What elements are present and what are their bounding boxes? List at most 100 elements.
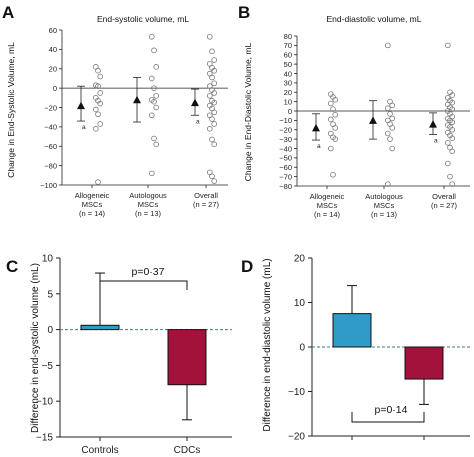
data-point <box>327 116 334 123</box>
panel-c: C Difference in end-systolic volume (mL)… <box>6 254 232 456</box>
data-point <box>330 106 336 112</box>
y-tick-label: 5 <box>47 289 53 300</box>
data-point <box>384 130 391 137</box>
mean-marker <box>77 101 85 110</box>
panel-b-ylabel: Change in End-Diastolic Volume, mL <box>243 43 253 182</box>
data-point <box>153 64 160 70</box>
data-point <box>387 111 393 117</box>
panel-d: D Difference in end-diastolic volume (mL… <box>241 254 470 443</box>
y-tick-label: 60 <box>49 26 57 35</box>
mean-marker <box>312 123 320 132</box>
y-tick-label: 20 <box>49 65 57 74</box>
data-point <box>207 33 213 40</box>
data-point <box>93 106 99 113</box>
y-tick-label: 70 <box>284 41 292 50</box>
data-point <box>211 90 218 96</box>
y-tick-label: −20 <box>279 126 292 135</box>
group-label: Allogeneic <box>75 191 110 200</box>
data-point <box>153 104 160 111</box>
y-tick-label: −20 <box>288 432 305 443</box>
data-point <box>449 148 456 155</box>
y-tick-label: −20 <box>44 103 57 112</box>
y-tick-label: 0 <box>53 84 57 93</box>
mean-marker <box>133 95 141 104</box>
group-label-2: MSCs <box>82 200 103 209</box>
mean-marker <box>191 98 199 107</box>
group-n: (n = 13) <box>371 210 398 219</box>
data-point <box>332 125 339 131</box>
data-point <box>449 119 456 126</box>
significance-mark: a <box>196 118 200 125</box>
data-point <box>332 136 339 142</box>
y-tick-label: −80 <box>44 161 57 170</box>
panel-d-letter: D <box>241 257 253 276</box>
data-point <box>211 109 218 116</box>
panel-d-pvalue: p=0·14 <box>375 404 408 416</box>
data-point <box>211 178 218 184</box>
group-label: Overall <box>194 191 218 200</box>
group-label: Allogeneic <box>310 192 345 201</box>
data-point <box>387 136 393 142</box>
y-tick-label: −10 <box>288 387 305 398</box>
panel-b: B End-diastolic volume, mL Change in End… <box>238 3 470 219</box>
data-point <box>332 111 339 118</box>
y-tick-label: −60 <box>279 163 292 172</box>
y-tick-label: −30 <box>279 135 292 144</box>
significance-mark: a <box>317 143 321 150</box>
panel-c-pvalue: p=0·37 <box>132 266 165 278</box>
data-point <box>97 121 103 127</box>
data-point <box>327 100 334 107</box>
data-point <box>384 105 391 111</box>
data-point <box>95 67 101 74</box>
group-n: (n = 13) <box>135 209 162 218</box>
data-point <box>330 171 336 178</box>
group-n: (n = 14) <box>79 209 106 218</box>
data-point <box>211 57 218 63</box>
group-label-2: MSCs <box>374 201 395 210</box>
mean-marker <box>429 120 437 128</box>
bar <box>80 324 120 331</box>
data-point <box>444 140 451 146</box>
data-point <box>153 93 160 99</box>
data-point <box>211 99 218 106</box>
data-point <box>447 173 453 180</box>
data-point <box>95 83 101 89</box>
data-point <box>389 102 396 109</box>
panel-b-letter: B <box>238 3 250 22</box>
category-label: Controls <box>81 445 118 456</box>
data-point <box>95 179 101 185</box>
y-tick-label: −40 <box>44 123 57 132</box>
data-point <box>449 92 456 98</box>
data-point <box>384 181 391 187</box>
y-tick-label: −50 <box>279 154 292 163</box>
data-point <box>449 135 456 141</box>
data-point <box>151 135 157 142</box>
data-point <box>149 75 155 82</box>
y-tick-label: 30 <box>284 79 292 88</box>
bar <box>404 346 444 380</box>
data-point <box>449 181 456 187</box>
y-tick-label: −15 <box>36 433 53 444</box>
data-point <box>153 141 160 148</box>
data-point <box>93 126 99 132</box>
y-tick-label: 10 <box>284 97 292 106</box>
bar <box>167 329 207 386</box>
y-tick-label: −100 <box>40 181 57 190</box>
data-point <box>211 121 218 127</box>
data-point <box>384 42 391 49</box>
data-point <box>209 136 215 143</box>
y-tick-label: 0 <box>288 107 292 116</box>
y-tick-label: 20 <box>294 254 306 265</box>
data-point <box>149 33 155 40</box>
data-point <box>149 112 155 119</box>
data-point <box>209 74 215 81</box>
panel-a-title: End-systolic volume, mL <box>97 14 189 24</box>
y-tick-label: 0 <box>47 325 53 336</box>
y-tick-label: 40 <box>284 69 292 78</box>
y-tick-label: 50 <box>284 60 292 69</box>
y-tick-label: 20 <box>284 88 292 97</box>
y-tick-label: 0 <box>299 343 305 354</box>
data-point <box>444 42 451 49</box>
group-n: (n = 27) <box>431 201 458 210</box>
